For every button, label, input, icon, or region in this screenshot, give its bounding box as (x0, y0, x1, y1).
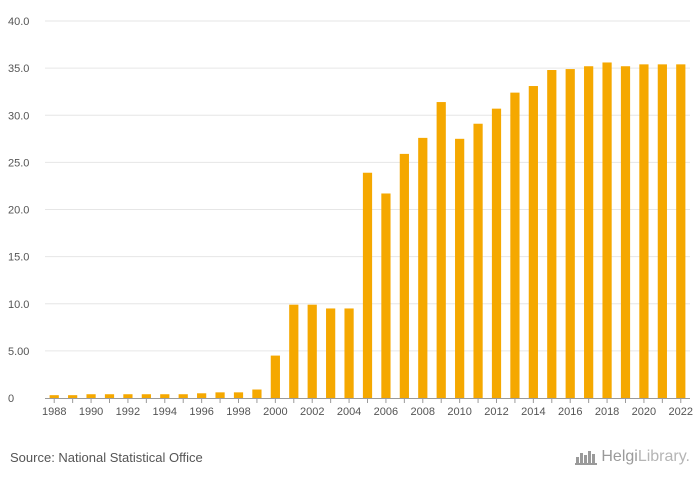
bar-2004 (344, 308, 354, 398)
bar-2014 (528, 86, 538, 398)
bar-1992 (123, 394, 133, 398)
bar-1995 (178, 394, 188, 398)
bar-2017 (584, 66, 594, 399)
x-tick-label: 1988 (42, 406, 66, 418)
bar-1994 (160, 394, 170, 398)
bar-2005 (362, 172, 373, 398)
x-axis-ticks: 1988 1990 1992 1994 1996 1998 2000 2002 2004 2006… (42, 398, 693, 418)
y-tick-label: 0 (8, 393, 14, 405)
bar-2019 (620, 66, 631, 399)
x-tick-label: 2016 (558, 406, 582, 418)
bar-2008 (418, 137, 428, 398)
x-tick-label: 2014 (521, 406, 545, 418)
y-tick-label: 40.0 (8, 16, 29, 28)
bar-2001 (289, 304, 299, 398)
x-tick-label: 2002 (300, 406, 324, 418)
y-tick-label: 10.0 (8, 299, 29, 311)
bar-2013 (510, 92, 520, 398)
y-tick-label: 25.0 (8, 157, 29, 169)
bar-2009 (436, 102, 446, 399)
bar-2011 (473, 123, 483, 399)
source-note: Source: National Statistical Office (10, 450, 203, 465)
helgi-logo-icon (575, 451, 598, 465)
y-tick-label: 35.0 (8, 63, 29, 75)
x-tick-label: 2000 (263, 406, 287, 418)
x-tick-label: 1994 (153, 406, 177, 418)
bar-2016 (565, 69, 575, 398)
x-tick-label: 2012 (484, 406, 508, 418)
bar-1999 (252, 389, 262, 398)
y-tick-label: 30.0 (8, 110, 29, 122)
bar-1989 (68, 395, 78, 398)
x-tick-label: 1992 (116, 406, 140, 418)
bar-2000 (270, 355, 280, 398)
bar-2003 (326, 308, 336, 398)
bar-2006 (381, 193, 391, 398)
bar-2020 (639, 64, 649, 398)
bar-1997 (215, 392, 225, 398)
logo-brand: Helgi (601, 448, 638, 465)
y-tick-label: 20.0 (8, 205, 29, 217)
bar-1991 (104, 394, 115, 398)
y-tick-label: 5.00 (8, 346, 29, 358)
x-tick-label: 1996 (189, 406, 213, 418)
x-tick-label: 2004 (337, 406, 361, 418)
x-tick-label: 1990 (79, 406, 103, 418)
bar-2002 (307, 304, 317, 398)
bar-2022 (676, 64, 686, 398)
bar-2010 (455, 138, 465, 398)
y-tick-label: 15.0 (8, 252, 29, 264)
bar-1998 (233, 392, 244, 398)
logo-suffix: Library. (637, 448, 690, 465)
x-tick-label: 2008 (411, 406, 435, 418)
bar-2021 (657, 64, 667, 398)
bar-2012 (491, 108, 502, 398)
x-tick-label: 2020 (632, 406, 656, 418)
bar-2007 (399, 153, 409, 398)
bar-2018 (602, 62, 612, 398)
helgi-library-logo: Helgi Library. (575, 448, 690, 466)
bar-1988 (49, 395, 59, 398)
y-axis-ticks: 0 5.00 10.0 15.0 20.0 25.0 30.0 35.0 40.0 (8, 16, 29, 405)
bars (49, 62, 686, 399)
x-tick-label: 2010 (447, 406, 471, 418)
x-tick-label: 2018 (595, 406, 619, 418)
bar-2015 (547, 70, 557, 398)
x-tick-label: 1998 (226, 406, 250, 418)
bar-1993 (141, 394, 151, 398)
bar-1990 (86, 394, 96, 398)
bar-1996 (197, 393, 207, 398)
x-tick-label: 2022 (669, 406, 693, 418)
x-tick-label: 2006 (374, 406, 398, 418)
